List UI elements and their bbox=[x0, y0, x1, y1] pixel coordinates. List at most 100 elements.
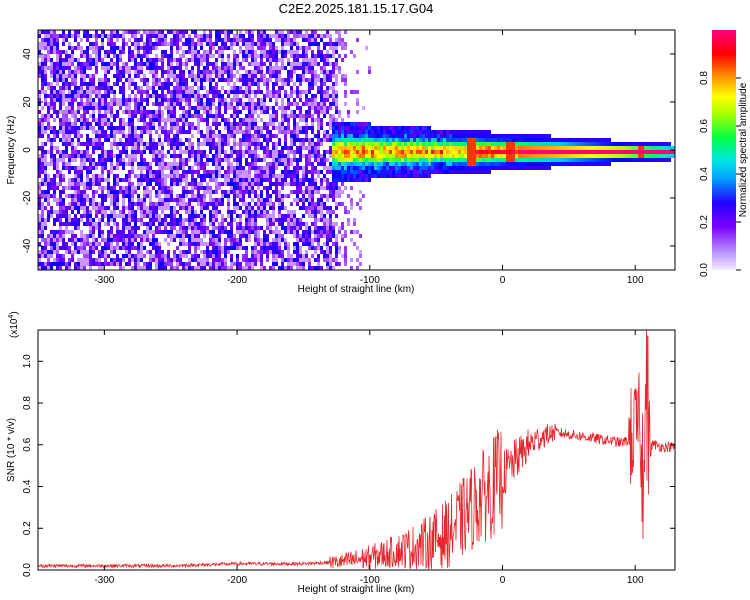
heatmap-cell bbox=[260, 182, 263, 186]
heatmap-cell bbox=[128, 170, 131, 174]
heatmap-cell bbox=[173, 98, 176, 102]
heatmap-cell bbox=[290, 158, 293, 162]
heatmap-cell bbox=[302, 234, 305, 238]
heatmap-cell bbox=[161, 126, 164, 130]
heatmap-cell bbox=[311, 198, 314, 202]
heatmap-cell bbox=[65, 74, 68, 78]
heatmap-cell bbox=[71, 70, 74, 74]
heatmap-cell bbox=[323, 222, 326, 226]
heatmap-cell bbox=[59, 194, 62, 198]
heatmap-cell bbox=[74, 130, 77, 134]
heatmap-cell bbox=[329, 194, 332, 198]
heatmap-cell bbox=[248, 34, 251, 38]
heatmap-cell bbox=[131, 66, 134, 70]
heatmap-cell bbox=[248, 98, 251, 102]
heatmap-cell bbox=[170, 226, 173, 230]
heatmap-cell bbox=[62, 110, 65, 114]
heatmap-cell bbox=[200, 206, 203, 210]
heatmap-cell bbox=[68, 262, 71, 266]
heatmap-cell bbox=[269, 250, 272, 254]
heatmap-cell bbox=[92, 218, 95, 222]
heatmap-cell bbox=[194, 198, 197, 202]
heatmap-cell bbox=[377, 154, 380, 158]
heatmap-cell bbox=[122, 150, 125, 154]
heatmap-cell bbox=[401, 154, 404, 158]
heatmap-cell bbox=[224, 98, 227, 102]
heatmap-cell bbox=[74, 246, 77, 250]
heatmap-cell bbox=[119, 186, 122, 190]
heatmap-cell bbox=[110, 190, 113, 194]
heatmap-cell bbox=[215, 66, 218, 70]
heatmap-cell bbox=[263, 158, 266, 162]
heatmap-cell bbox=[107, 118, 110, 122]
heatmap-cell bbox=[398, 150, 401, 154]
heatmap-cell bbox=[167, 186, 170, 190]
heatmap-cell bbox=[74, 154, 77, 158]
heatmap-cell bbox=[38, 30, 41, 34]
heatmap-cell bbox=[356, 170, 359, 174]
heatmap-cell bbox=[131, 258, 134, 262]
heatmap-cell bbox=[44, 94, 47, 98]
heatmap-cell bbox=[245, 134, 248, 138]
heatmap-cell bbox=[323, 162, 326, 166]
heatmap-cell bbox=[59, 130, 62, 134]
heatmap-cell bbox=[365, 166, 368, 170]
heatmap-cell bbox=[164, 178, 167, 182]
heatmap-cell bbox=[317, 170, 320, 174]
heatmap-cell bbox=[326, 210, 329, 214]
heatmap-cell bbox=[158, 186, 161, 190]
heatmap-cell bbox=[149, 142, 152, 146]
heatmap-cell bbox=[113, 34, 116, 38]
heatmap-cell bbox=[134, 82, 137, 86]
heatmap-cell bbox=[47, 162, 50, 166]
heatmap-cell bbox=[206, 190, 209, 194]
heatmap-cell bbox=[296, 74, 299, 78]
heatmap-cell bbox=[254, 258, 257, 262]
heatmap-cell bbox=[59, 218, 62, 222]
heatmap-cell bbox=[317, 162, 320, 166]
heatmap-cell bbox=[278, 198, 281, 202]
heatmap-cell bbox=[245, 190, 248, 194]
heatmap-cell bbox=[359, 174, 362, 178]
heatmap-cell bbox=[59, 106, 62, 110]
heatmap-cell bbox=[77, 218, 80, 222]
heatmap-cell bbox=[224, 42, 227, 46]
heatmap-cell bbox=[107, 86, 110, 90]
heatmap-cell bbox=[224, 102, 227, 106]
heatmap-cell bbox=[254, 118, 257, 122]
heatmap-cell bbox=[269, 230, 272, 234]
heatmap-cell bbox=[203, 222, 206, 226]
heatmap-cell bbox=[224, 246, 227, 250]
heatmap-cell bbox=[74, 194, 77, 198]
heatmap-cell bbox=[257, 254, 260, 258]
heatmap-cell bbox=[62, 86, 65, 90]
heatmap-cell bbox=[203, 106, 206, 110]
heatmap-cell bbox=[203, 110, 206, 114]
heatmap-cell bbox=[269, 70, 272, 74]
heatmap-cell bbox=[122, 38, 125, 42]
heatmap-cell bbox=[179, 86, 182, 90]
heatmap-cell bbox=[140, 158, 143, 162]
heatmap-cell bbox=[320, 218, 323, 222]
heatmap-cell bbox=[68, 170, 71, 174]
heatmap-cell bbox=[59, 246, 62, 250]
heatmap-cell bbox=[335, 190, 338, 194]
heatmap-cell bbox=[356, 122, 359, 126]
heatmap-cell bbox=[86, 98, 89, 102]
heatmap-cell bbox=[323, 230, 326, 234]
heatmap-cell bbox=[236, 54, 239, 58]
heatmap-cell bbox=[38, 126, 41, 130]
heatmap-cell bbox=[95, 62, 98, 66]
heatmap-cell bbox=[152, 126, 155, 130]
heatmap-cell bbox=[305, 162, 308, 166]
heatmap-cell bbox=[170, 74, 173, 78]
heatmap-cell bbox=[86, 74, 89, 78]
heatmap-cell bbox=[191, 90, 194, 94]
heatmap-cell bbox=[425, 154, 428, 158]
heatmap-cell bbox=[194, 234, 197, 238]
heatmap-cell bbox=[212, 114, 215, 118]
heatmap-cell bbox=[299, 34, 302, 38]
heatmap-cell bbox=[149, 242, 152, 246]
heatmap-cell bbox=[215, 34, 218, 38]
heatmap-cell bbox=[158, 198, 161, 202]
